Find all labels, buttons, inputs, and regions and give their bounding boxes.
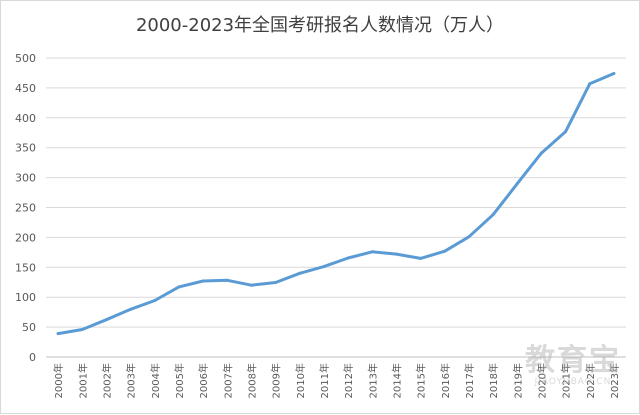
x-tick-label: 2023年 — [608, 363, 621, 398]
data-point — [274, 280, 278, 284]
x-tick-label: 2006年 — [197, 363, 210, 398]
x-tick-label: 2000年 — [52, 363, 65, 398]
y-tick-label: 0 — [29, 351, 36, 364]
data-point — [346, 256, 350, 260]
y-tick-label: 200 — [15, 231, 36, 244]
x-tick-label: 2015年 — [415, 363, 428, 398]
x-tick-label: 2021年 — [560, 363, 573, 398]
x-tick-label: 2014年 — [390, 363, 403, 398]
data-point — [129, 307, 133, 311]
y-tick-label: 500 — [15, 52, 36, 65]
data-point — [419, 256, 423, 260]
x-tick-label: 2018年 — [487, 363, 500, 398]
x-tick-label: 2008年 — [245, 363, 258, 398]
series-line — [56, 72, 616, 336]
data-point — [177, 285, 181, 289]
watermark-text: 教育宝 — [525, 343, 621, 378]
x-tick-label: 2022年 — [584, 363, 597, 398]
x-tick-label: 2020年 — [535, 363, 548, 398]
data-point — [104, 318, 108, 322]
x-tick-label: 2016年 — [439, 363, 452, 398]
data-point — [443, 249, 447, 253]
y-tick-label: 250 — [15, 202, 36, 215]
data-point — [153, 298, 157, 302]
y-tick-label: 50 — [22, 321, 36, 334]
data-point — [322, 265, 326, 269]
x-tick-label: 2004年 — [149, 363, 162, 398]
data-point — [515, 182, 519, 186]
y-tick-label: 150 — [15, 261, 36, 274]
data-point — [80, 327, 84, 331]
data-point — [201, 279, 205, 283]
x-tick-label: 2005年 — [173, 363, 186, 398]
data-point — [249, 283, 253, 287]
x-tick-label: 2003年 — [125, 363, 138, 398]
data-point — [612, 72, 616, 76]
data-point — [564, 130, 568, 134]
y-tick-label: 450 — [15, 82, 36, 95]
y-tick-label: 100 — [15, 291, 36, 304]
x-tick-label: 2010年 — [294, 363, 307, 398]
x-tick-label: 2001年 — [76, 363, 89, 398]
data-point — [56, 332, 60, 336]
x-tick-label: 2011年 — [318, 363, 331, 398]
y-tick-label: 400 — [15, 112, 36, 125]
data-point — [394, 252, 398, 256]
x-tick-label: 2007年 — [221, 363, 234, 398]
chart-title: 2000-2023年全国考研报名人数情况（万人） — [135, 15, 505, 36]
watermark-subtext: JIAOYUBAO.CN — [534, 377, 612, 387]
data-point — [539, 151, 543, 155]
x-tick-label: 2019年 — [511, 363, 524, 398]
data-point — [491, 213, 495, 217]
data-point — [225, 278, 229, 282]
watermark-logo: 教育宝 JIAOYUBAO.CN — [525, 346, 621, 387]
x-tick-label: 2012年 — [342, 363, 355, 398]
y-tick-label: 350 — [15, 142, 36, 155]
x-tick-label: 2009年 — [270, 363, 283, 398]
data-point — [370, 250, 374, 254]
data-point — [298, 271, 302, 275]
data-point — [588, 82, 592, 86]
y-tick-label: 300 — [15, 172, 36, 185]
x-tick-label: 2017年 — [463, 363, 476, 398]
x-tick-label: 2002年 — [100, 363, 113, 398]
data-point — [467, 235, 471, 239]
x-tick-label: 2013年 — [366, 363, 379, 398]
